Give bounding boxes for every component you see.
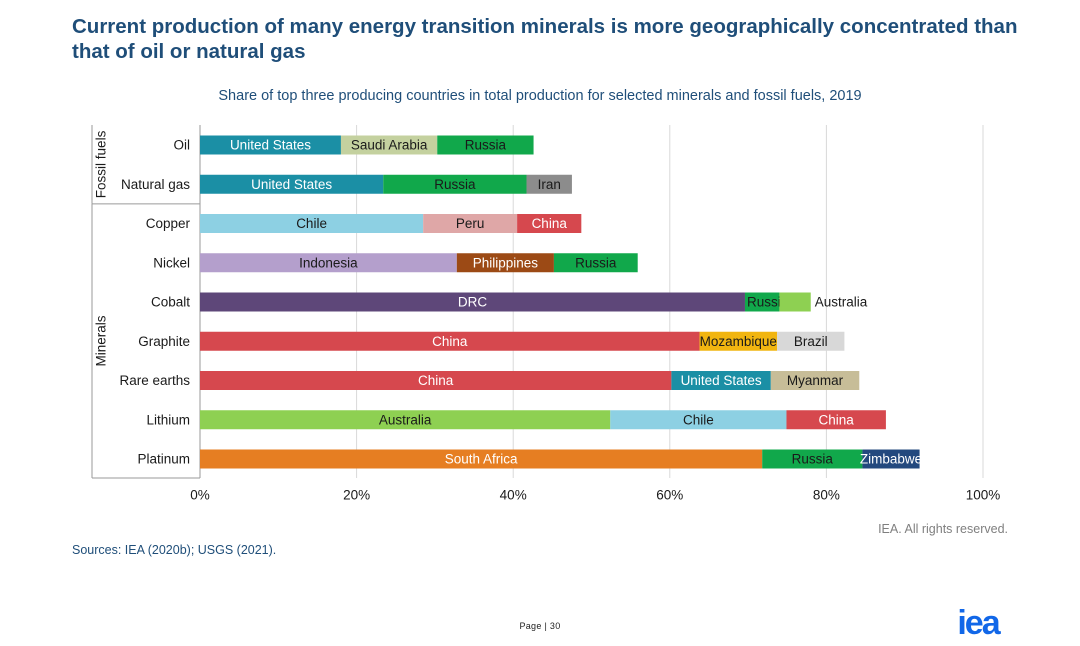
bar-segment [779,292,811,312]
segment-label: United States [251,177,332,192]
segment-label: Iran [538,177,561,192]
segment-label: Zimbabwe [860,452,922,467]
segment-label: Australia [379,412,432,427]
group-label: Minerals [94,315,109,366]
segment-label: Russia [575,255,617,270]
segment-label: China [532,216,568,231]
bar-segment [456,253,554,273]
bar-segment [200,371,672,390]
category-label: Nickel [153,255,190,270]
bar-segment [200,253,457,273]
bar-segment [423,214,518,233]
stacked-bar-chart: 0% 20% 40% 60% 80% 100% Fossil fuels Minerals Oi… [91,125,1001,503]
x-tick-label: 80% [813,488,840,503]
bar-segment [200,174,384,194]
bar-segment [200,214,424,233]
sources-note: Sources: IEA (2020b); USGS (2021). [72,543,277,557]
segment-label: Mozambique [700,334,777,349]
bar-segment [200,449,763,469]
segment-label: Chile [683,412,714,427]
segment-label: China [418,373,454,388]
bar-segment [744,292,780,312]
bar-segment [553,253,638,273]
group-label: Fossil fuels [94,130,109,198]
segment-label: United States [230,138,311,153]
bar-segment [526,174,572,194]
page-title: Current production of many energy transi… [72,15,1018,63]
x-tick-label: 100% [966,488,1001,503]
segment-label: Chile [296,216,327,231]
bar-segment [777,331,845,351]
segment-label: South Africa [445,452,518,467]
bar-segment [383,174,527,194]
bar-segment [517,214,582,233]
segment-label: Russia [747,295,789,310]
segment-label: DRC [458,295,487,310]
segment-label: Russia [434,177,476,192]
bar-segment [200,331,700,351]
x-tick-label: 40% [500,488,527,503]
bar-segment [200,292,745,312]
segment-label: Australia [815,295,868,310]
bar-segment [699,331,778,351]
segment-label: Myanmar [787,373,844,388]
chart-title: Share of top three producing countries i… [218,88,862,104]
x-tick-label: 0% [190,488,210,503]
category-label: Platinum [137,452,190,467]
category-label: Cobalt [151,295,190,310]
bar-segment [770,371,860,390]
category-label: Natural gas [121,177,190,192]
segment-label: Peru [456,216,485,231]
bar-segment [200,410,611,430]
segment-label: Saudi Arabia [351,138,428,153]
segment-label: China [432,334,468,349]
category-label: Graphite [138,334,190,349]
category-label: Rare earths [119,373,190,388]
segment-label: Philippines [473,255,539,270]
bar-segment [762,449,863,469]
page-number: Page | 30 [519,621,561,631]
svg-text:iea: iea [957,606,1001,640]
bar-segment [437,135,534,155]
bar-segment [862,449,920,469]
bar-segment [610,410,787,430]
segment-label: Russia [792,452,834,467]
segment-label: China [819,412,855,427]
iea-logo: iea [957,606,1003,640]
x-tick-label: 60% [656,488,683,503]
category-label: Oil [174,138,191,153]
segment-label: Indonesia [299,255,358,270]
bar-segment [340,135,438,155]
copyright-notice: IEA. All rights reserved. [878,522,1008,536]
category-label: Copper [146,216,191,231]
segment-label: Russia [465,138,507,153]
bar-segment [786,410,886,430]
bar-segment [671,371,771,390]
bar-segment [200,135,341,155]
segment-label: United States [681,373,762,388]
segment-label: Brazil [794,334,828,349]
category-label: Lithium [146,412,190,427]
x-tick-label: 20% [343,488,370,503]
